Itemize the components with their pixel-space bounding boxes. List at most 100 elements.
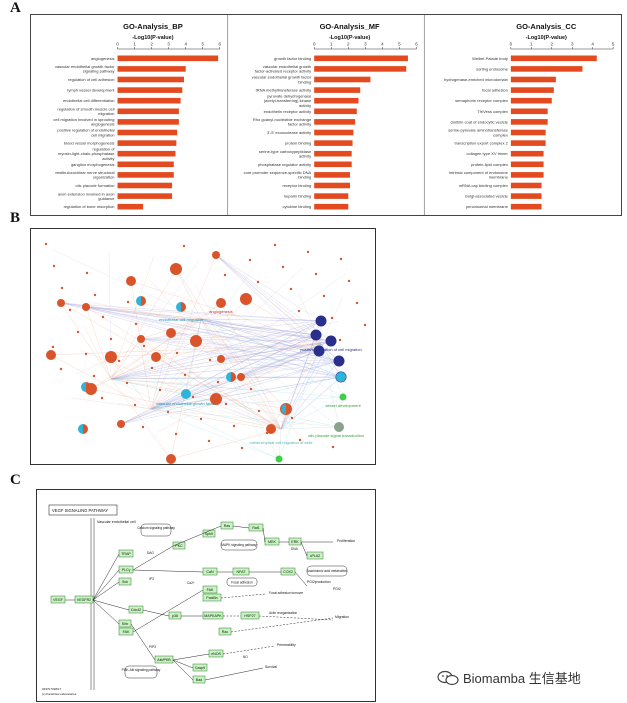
network-edge [278,343,322,460]
network-edge [110,378,270,392]
gene-cdc42-label: Cdc42 [131,608,141,612]
network-edge [110,360,340,380]
gene-node [248,258,252,262]
term-node-orange [190,335,202,347]
x-tick-label: 2 [551,42,554,47]
network-edge [320,343,344,398]
gene-enos-label: eNOS [211,652,221,656]
gene-hsp27-box [240,611,260,620]
network-edge [185,393,282,430]
category-label: heparin binding [284,194,311,199]
network-edge [150,272,348,410]
bar [314,66,407,72]
term-node-orange [137,335,145,343]
network-edge [150,267,303,410]
pi3k-akt-box [124,665,158,679]
term-node-orange [151,352,161,362]
gene-node [183,373,187,377]
gene-erk-label: ERK [291,540,299,544]
network-edge [85,306,342,378]
network-edge [150,408,280,460]
gene-casp9-label: Casp9 [195,666,205,670]
category-label-line: cytokine binding [283,204,312,209]
x-tick-label: 4 [381,42,384,47]
x-tick-label: 6 [415,42,418,47]
network-edge [120,318,202,380]
network-edge [200,318,307,445]
category-label: vestibulocochlear nerve structural organi… [55,170,115,180]
category-label-line: sorting endosome [476,66,509,71]
category-label-line: 3'-5' exonuclease activity [267,130,311,135]
network-edge [110,350,320,380]
term-node-orange [212,251,220,259]
pathway-arrow [172,525,222,547]
gene-trap-box [118,549,134,558]
category-label-line: complex [493,132,508,137]
category-label-line: cell migration involved in sprouting [53,117,114,122]
category-label-line: growth factor binding [274,56,311,61]
category-label-line: binding [298,175,311,180]
bar [314,119,356,125]
network-edge [220,358,340,362]
gene-p38-label: p38 [172,614,178,618]
pi3k-akt-label: PI3K-Akt signaling pathway [122,668,161,672]
x-tick-label: 4 [591,42,594,47]
term-node-orange [166,328,176,338]
gene-node [85,271,89,275]
chart-xlabel: -Log10(P-value) [132,35,173,41]
network-edge [110,343,322,358]
category-label: axon extension involved in axon guidance [58,191,115,201]
category-label: protein-lipid complex [471,162,508,167]
gene-fak-2-box [202,585,218,594]
network-edge [200,318,340,428]
gene-node [232,424,236,428]
pathway-arrow [262,527,266,543]
network-edge [150,337,233,410]
pathway-title-box [48,504,118,516]
network-edge [320,296,344,345]
gene-node [109,337,113,341]
go-chart-2: GO-Analysis_CC -Log10(P-value) 0 1 2 3 4 5 Weibe… [444,22,615,210]
label-green-1: vessel development [325,403,361,408]
network-edge [280,376,342,430]
network-edge [140,334,317,340]
gene-mek-label: MEK [268,540,276,544]
network-edge [120,376,342,425]
label-ca: Ca2+ [187,581,195,585]
network-edge [110,378,225,387]
category-label-line: Weibel-Palade body [472,56,508,61]
category-label-line: myosin-light-chain-phosphatase [58,151,115,156]
bar [510,150,544,157]
network-edge [150,262,258,410]
pathway-arrow [294,571,308,587]
network-edge [150,334,317,410]
network-edge [215,254,340,362]
bar [117,76,185,83]
network-panel: angiogenesis endothelial cell migration po… [30,228,376,465]
network-edge [124,354,282,430]
gene-node [142,344,146,348]
gene-node [125,381,129,385]
category-label-line: regulation of bone resorption [64,204,115,209]
category-label-line: angiogenesis [91,56,115,61]
gene-node [141,425,145,429]
category-label-line: (acetyl-transferring) kinase [264,98,312,103]
category-label-line: heparin binding [284,194,311,199]
wechat-icon [437,670,459,685]
network-edge [278,428,282,460]
category-label: lymph vessel development [67,88,115,93]
network-edge [60,302,340,362]
network-edge [200,318,332,342]
network-edge [110,268,177,380]
category-label: cytokine binding [283,204,312,209]
gene-paxillin-label: Paxillin [206,596,217,600]
gene-node [166,410,170,414]
category-label-line: vascular endothelial growth [263,64,311,69]
bar [314,108,357,115]
bar [117,55,219,62]
term-node-half-cyan [78,424,83,434]
chart-title: GO-Analysis_BP [123,22,183,31]
edges [50,248,348,460]
gene-node [256,280,260,284]
pathway-arrow [92,599,130,611]
